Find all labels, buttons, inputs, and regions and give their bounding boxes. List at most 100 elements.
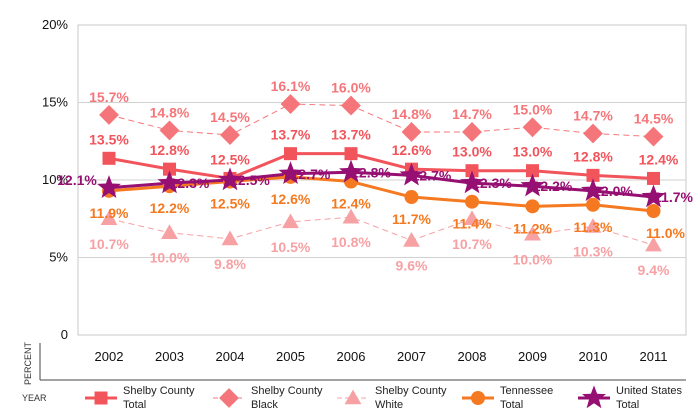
series-line-shelby-county-black xyxy=(108,103,654,138)
data-label-tennessee-total: 12.6% xyxy=(271,191,311,207)
triangle-marker-shelby-county-white xyxy=(100,210,118,226)
triangle-marker-shelby-county-white xyxy=(463,210,481,226)
data-label-shelby-county-total: 13.7% xyxy=(271,127,311,143)
diamond-marker-shelby-county-black xyxy=(401,122,422,142)
data-label-tennessee-total: 12.2% xyxy=(150,200,190,216)
data-label-shelby-county-white: 10.3% xyxy=(573,244,613,260)
data-label-united-states-total: 12.3% xyxy=(170,175,210,191)
x-tick-label: 2009 xyxy=(518,349,547,364)
star-marker-united-states-total xyxy=(520,173,545,197)
data-label-united-states-total: 12.5% xyxy=(230,172,270,188)
data-label-tennessee-total: 11.9% xyxy=(90,205,129,221)
star-marker-united-states-total xyxy=(399,162,424,186)
data-label-shelby-county-white: 10.8% xyxy=(331,234,371,250)
triangle-marker-shelby-county-white xyxy=(645,236,662,252)
x-tick-label: 2008 xyxy=(458,349,487,364)
triangle-marker-shelby-county-white xyxy=(584,218,602,233)
legend-diamond-icon xyxy=(219,388,239,408)
triangle-marker-shelby-county-white xyxy=(161,224,178,239)
data-label-tennessee-total: 11.4% xyxy=(453,216,492,232)
diamond-marker-shelby-county-black xyxy=(99,104,119,125)
data-label-shelby-county-total: 13.0% xyxy=(452,144,492,160)
data-label-united-states-total: 12.0% xyxy=(593,183,633,199)
x-axis-title: YEAR xyxy=(22,393,47,403)
data-label-shelby-county-white: 10.7% xyxy=(452,236,492,252)
legend-star-icon xyxy=(582,385,606,409)
square-marker-shelby-county-total xyxy=(284,147,297,161)
square-marker-shelby-county-total xyxy=(647,171,660,185)
square-marker-shelby-county-total xyxy=(102,151,116,165)
x-tick-label: 2002 xyxy=(95,349,124,364)
data-label-shelby-county-black: 14.8% xyxy=(150,104,190,120)
data-label-tennessee-total: 11.0% xyxy=(646,225,685,241)
y-tick-label: 20% xyxy=(42,17,68,32)
data-label-shelby-county-black: 14.8% xyxy=(392,106,432,122)
star-marker-united-states-total xyxy=(218,167,242,191)
circle-marker-tennessee-total xyxy=(646,204,661,218)
diamond-marker-shelby-county-black xyxy=(220,125,240,145)
x-tick-label: 2006 xyxy=(337,349,366,364)
triangle-marker-shelby-county-white xyxy=(524,225,541,241)
data-label-tennessee-total: 11.2% xyxy=(513,220,552,236)
data-label-united-states-total: 11.7% xyxy=(654,189,693,205)
circle-marker-tennessee-total xyxy=(404,190,419,205)
data-label-shelby-county-black: 14.5% xyxy=(634,111,674,127)
data-label-shelby-county-black: 16.1% xyxy=(271,78,311,94)
star-marker-united-states-total xyxy=(339,159,363,183)
star-marker-united-states-total xyxy=(581,178,605,202)
data-label-united-states-total: 12.1% xyxy=(57,172,97,188)
square-marker-shelby-county-total xyxy=(526,164,539,178)
triangle-marker-shelby-county-white xyxy=(221,230,239,246)
data-label-united-states-total: 12.8% xyxy=(351,164,391,180)
star-marker-united-states-total xyxy=(97,175,121,198)
legend-item-shelby-county-black: Shelby County Black xyxy=(213,385,323,411)
x-tick-label: 2011 xyxy=(640,349,668,364)
data-label-shelby-county-white: 10.0% xyxy=(150,250,190,266)
series-line-shelby-county-white xyxy=(108,216,654,246)
legend-label: White xyxy=(375,399,403,411)
legend-item-shelby-county-total: Shelby County Total xyxy=(85,385,195,411)
data-label-shelby-county-total: 12.8% xyxy=(150,142,190,158)
series-line-shelby-county-total xyxy=(108,152,654,180)
legend-item-united-states-total: United States Total xyxy=(578,385,683,411)
data-label-shelby-county-total: 12.5% xyxy=(210,151,250,167)
diamond-marker-shelby-county-black xyxy=(522,117,543,138)
data-label-shelby-county-black: 16.0% xyxy=(331,80,371,96)
y-tick-label: 5% xyxy=(49,250,68,265)
legend-label: Shelby County xyxy=(375,385,447,397)
data-label-shelby-county-white: 10.0% xyxy=(513,251,553,267)
data-label-shelby-county-white: 10.5% xyxy=(271,239,311,255)
square-marker-shelby-county-total xyxy=(163,162,176,176)
diamond-marker-shelby-county-black xyxy=(462,122,482,142)
circle-marker-tennessee-total xyxy=(525,199,540,214)
diamond-marker-shelby-county-black xyxy=(280,94,301,114)
series-line-united-states-total xyxy=(108,170,654,199)
y-tick-label: 10% xyxy=(42,172,68,187)
legend-label: Black xyxy=(251,399,278,411)
legend-label: Total xyxy=(500,399,523,411)
diamond-marker-shelby-county-black xyxy=(643,126,664,147)
data-label-shelby-county-total: 13.0% xyxy=(513,144,553,160)
data-label-shelby-county-black: 14.5% xyxy=(210,109,250,125)
data-label-shelby-county-total: 12.6% xyxy=(392,142,432,158)
data-label-shelby-county-total: 13.7% xyxy=(331,127,371,143)
x-tick-label: 2010 xyxy=(579,349,608,364)
star-marker-united-states-total xyxy=(157,170,182,194)
data-label-united-states-total: 12.7% xyxy=(412,167,452,183)
square-marker-shelby-county-total xyxy=(586,168,600,182)
legend-label: Shelby County xyxy=(123,385,195,397)
x-tick-label: 2003 xyxy=(155,349,184,364)
x-tick-label: 2004 xyxy=(216,349,245,364)
legend-label: Total xyxy=(123,399,146,411)
data-label-tennessee-total: 12.5% xyxy=(210,196,250,212)
star-marker-united-states-total xyxy=(278,161,303,184)
data-label-shelby-county-black: 14.7% xyxy=(452,106,492,122)
data-label-tennessee-total: 11.7% xyxy=(392,211,431,227)
circle-marker-tennessee-total xyxy=(586,197,600,212)
data-label-united-states-total: 12.3% xyxy=(472,175,512,191)
data-label-shelby-county-white: 9.8% xyxy=(214,256,246,272)
data-label-tennessee-total: 11.3% xyxy=(574,219,613,235)
legend-label: Total xyxy=(616,399,639,411)
legend-square-icon xyxy=(94,391,108,405)
